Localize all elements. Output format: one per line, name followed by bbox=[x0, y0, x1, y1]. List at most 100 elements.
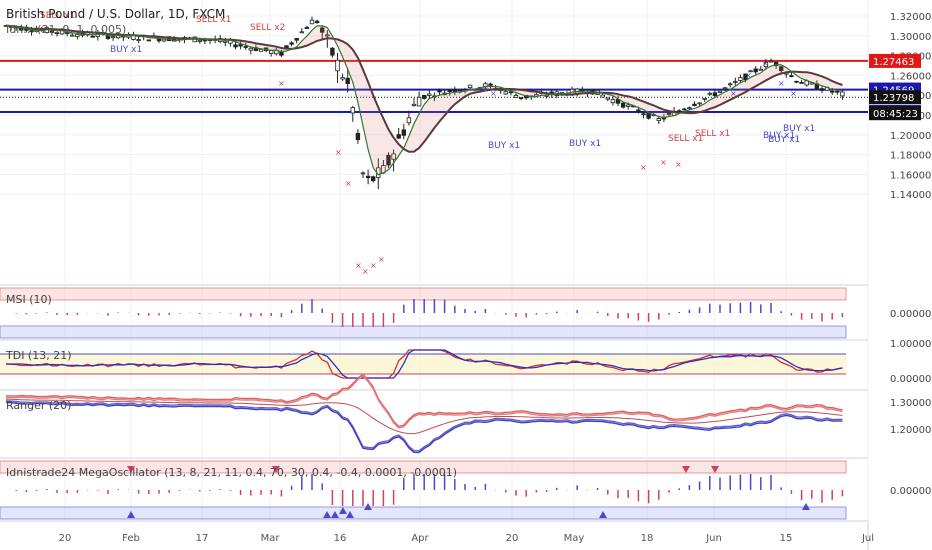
candle-up bbox=[110, 36, 116, 39]
candle-down bbox=[779, 66, 784, 72]
buy-signal-label: BUY x1 bbox=[110, 45, 142, 55]
x-tick-label: 20 bbox=[59, 533, 72, 544]
candle-down bbox=[238, 44, 243, 47]
candle-down bbox=[835, 90, 840, 93]
sell-cross-mark: × bbox=[660, 158, 667, 167]
x-tick-label: 15 bbox=[780, 533, 793, 544]
candle-down bbox=[488, 83, 493, 86]
candle-up bbox=[411, 103, 417, 107]
candle-up bbox=[763, 61, 769, 68]
sell-signal-label: SELL x1 bbox=[668, 134, 703, 144]
buy-signal-label: BUY x1 bbox=[768, 135, 800, 145]
buy-cross-mark: × bbox=[790, 89, 797, 98]
sell-signal-label: SELL x2 bbox=[250, 23, 285, 33]
candle-up bbox=[360, 172, 366, 175]
y-tick-label: 1.30000 bbox=[890, 32, 931, 43]
buy-signal-label: BUY x1 bbox=[569, 139, 601, 149]
candle-down bbox=[90, 35, 95, 38]
chart-title: British Pound / U.S. Dollar, 1D, FXCM bbox=[6, 7, 225, 21]
candle-down bbox=[304, 27, 310, 29]
candle-up bbox=[309, 19, 315, 25]
buy-cross-mark: × bbox=[730, 89, 737, 98]
x-tick-label: 16 bbox=[334, 533, 347, 544]
sell-cross-mark: × bbox=[675, 160, 682, 169]
candle-down bbox=[314, 20, 320, 24]
candle-down bbox=[294, 38, 299, 41]
y-tick-label: 1.14000 bbox=[890, 190, 931, 201]
candle-up bbox=[391, 153, 396, 160]
candle-down bbox=[386, 154, 391, 166]
buy-signal-label: BUY x1 bbox=[783, 124, 815, 134]
tdi-slow-line bbox=[6, 349, 843, 379]
candle-down bbox=[743, 73, 748, 81]
buy-cross-mark: × bbox=[762, 59, 769, 68]
candle-up bbox=[738, 77, 743, 81]
y-tick-label: 1.16000 bbox=[890, 170, 931, 181]
candle-down bbox=[692, 103, 697, 106]
slow-ma-line bbox=[5, 24, 843, 153]
candle-up bbox=[325, 34, 330, 37]
x-tick-label: 18 bbox=[641, 533, 654, 544]
last-price-tag bbox=[869, 90, 921, 105]
candle-down bbox=[799, 82, 804, 84]
candle-down bbox=[355, 132, 361, 141]
candle-down bbox=[54, 32, 60, 35]
candle-up bbox=[299, 31, 304, 34]
msi-lower-band bbox=[0, 325, 847, 339]
candle-down bbox=[518, 97, 524, 99]
x-tick-label: Jul bbox=[861, 533, 874, 544]
mega-up-arrow bbox=[802, 503, 810, 510]
candle-down bbox=[636, 109, 641, 113]
candle-down bbox=[641, 113, 646, 116]
mega-up-arrow bbox=[346, 511, 354, 518]
ranger-ytick: 1.30000 bbox=[890, 398, 931, 409]
ranger-band-line bbox=[5, 373, 843, 428]
candle-down bbox=[319, 27, 325, 33]
sell-cross-mark: × bbox=[370, 261, 377, 270]
candle-up bbox=[702, 97, 707, 100]
ranger-band-line bbox=[5, 398, 843, 435]
mega-ytick: 0.00000 bbox=[890, 486, 931, 497]
level-tag bbox=[869, 53, 921, 68]
countdown-tag bbox=[869, 106, 921, 121]
mega-down-arrow bbox=[682, 466, 690, 473]
candle-down bbox=[712, 92, 718, 97]
candle-up bbox=[248, 47, 253, 51]
candle-up bbox=[748, 70, 753, 73]
candle-down bbox=[365, 175, 371, 179]
candle-down bbox=[289, 42, 294, 45]
x-tick-label: Jun bbox=[705, 533, 722, 544]
candle-up bbox=[197, 40, 202, 42]
candle-down bbox=[29, 30, 34, 33]
candle-up bbox=[758, 68, 763, 71]
indicator-legend: Idn... (21, 9, 1, 0.005) bbox=[6, 23, 126, 36]
candle-up bbox=[406, 117, 412, 124]
sell-cross-mark: × bbox=[640, 163, 647, 172]
candle-down bbox=[753, 68, 758, 73]
ranger-band-line bbox=[5, 401, 843, 454]
sell-signal-label: SELL x1 bbox=[40, 11, 75, 21]
msi-label: MSI (10) bbox=[6, 293, 52, 306]
candle-up bbox=[340, 77, 345, 80]
countdown-label: 08:45:23 bbox=[873, 109, 918, 120]
candle-up bbox=[733, 81, 738, 83]
candle-up bbox=[350, 107, 355, 114]
candle-down bbox=[437, 90, 442, 93]
mega-up-arrow bbox=[323, 511, 331, 518]
candle-up bbox=[610, 99, 616, 104]
candle-down bbox=[243, 46, 248, 48]
buy-cross-mark: × bbox=[745, 71, 752, 80]
candle-up bbox=[728, 83, 733, 86]
tdi-label: TDI (13, 21) bbox=[5, 349, 72, 362]
ranger-ytick: 1.20000 bbox=[890, 425, 931, 436]
candle-down bbox=[49, 30, 55, 33]
mega-up-arrow bbox=[127, 511, 135, 518]
candle-up bbox=[697, 102, 702, 105]
x-tick-label: May bbox=[564, 533, 585, 544]
grid bbox=[0, 0, 869, 550]
sell-cross-mark: × bbox=[362, 267, 369, 276]
candle-up bbox=[70, 34, 75, 37]
fast-ma-line bbox=[5, 24, 843, 176]
msi-ytick: 0.00000 bbox=[890, 309, 931, 320]
